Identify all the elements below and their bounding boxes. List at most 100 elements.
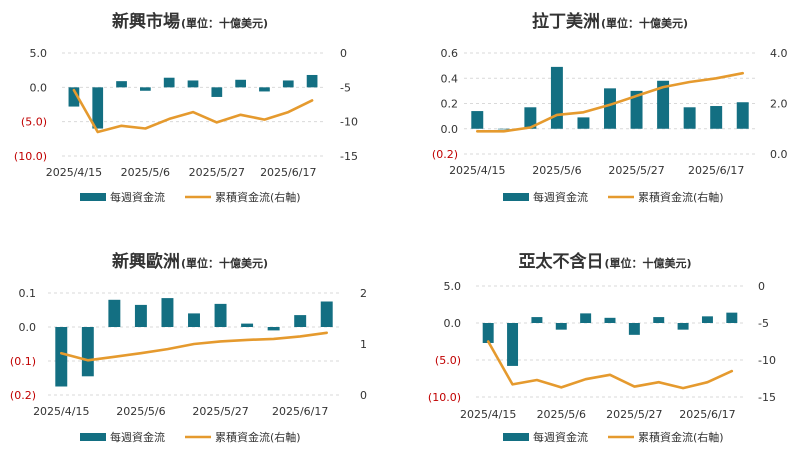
- chart-panel-1: 新興市場(單位：十億美元) 5.0 0.0 (5.0) (10.0) 0 -5 -10 -15 2…: [14, 11, 358, 204]
- weekly-flow-bar: [214, 303, 227, 327]
- weekly-flow-bar: [657, 80, 670, 129]
- weekly-flow-bar: [163, 77, 175, 88]
- weekly-flow-bar: [92, 87, 104, 129]
- left-axis-tick-label: 5.0: [30, 47, 48, 60]
- x-axis-tick-label: 2025/5/6: [116, 405, 165, 418]
- left-axis-tick-label: (10.0): [14, 150, 47, 163]
- x-axis-tick-label: 2025/6/17: [688, 164, 744, 177]
- left-axis-tick-label: 0.2: [441, 98, 459, 111]
- weekly-flow-bar: [161, 298, 174, 327]
- x-axis-tick-label: 2025/6/17: [679, 408, 735, 421]
- chart-title: 新興市場(單位：十億美元): [112, 11, 268, 32]
- x-axis-tick-label: 2025/4/15: [33, 405, 89, 418]
- weekly-flow-bar: [604, 317, 616, 323]
- legend-bar-label: 每週資金流: [533, 430, 588, 444]
- legend-line-label: 累積資金流(右軸): [215, 430, 301, 444]
- chart-legend: 每週資金流 累積資金流(右軸): [503, 430, 724, 444]
- chart-legend: 每週資金流 累積資金流(右軸): [503, 190, 724, 204]
- x-axis-tick-label: 2025/5/27: [606, 408, 662, 421]
- x-axis-tick-label: 2025/4/15: [46, 166, 102, 179]
- legend-line-label: 累積資金流(右軸): [638, 190, 724, 204]
- weekly-flow-bar: [116, 81, 127, 88]
- right-axis-tick-label: 2: [360, 287, 367, 300]
- right-axis-tick-label: -5: [758, 317, 769, 330]
- weekly-flow-bar: [306, 74, 318, 88]
- legend-bar-label: 每週資金流: [110, 430, 165, 444]
- left-axis-tick-label: (0.2): [10, 389, 36, 402]
- weekly-flow-bar: [550, 66, 563, 129]
- x-axis-tick-label: 2025/6/17: [260, 166, 316, 179]
- right-axis-tick-label: -15: [340, 150, 358, 163]
- left-axis-tick-label: 0.1: [19, 287, 37, 300]
- x-axis-tick-label: 2025/5/27: [192, 405, 248, 418]
- right-axis-tick-label: 1: [360, 338, 367, 351]
- weekly-flow-bar: [726, 312, 738, 323]
- legend-line-label: 累積資金流(右軸): [215, 190, 301, 204]
- cumulative-flow-line: [72, 88, 314, 134]
- weekly-flow-bar: [68, 87, 80, 107]
- weekly-flow-bar: [241, 323, 254, 327]
- legend-bar-swatch: [80, 433, 106, 441]
- legend-bar-swatch: [80, 193, 106, 201]
- chart-title: 新興歐洲(單位：十億美元): [112, 251, 268, 272]
- left-axis-tick-label: (5.0): [21, 116, 47, 129]
- right-axis-tick-label: 2.0: [770, 98, 788, 111]
- left-axis-tick-label: (10.0): [428, 391, 461, 404]
- chart-legend: 每週資金流 累積資金流(右軸): [80, 430, 301, 444]
- x-axis-tick-label: 2025/5/6: [532, 164, 581, 177]
- weekly-flow-bar: [577, 117, 590, 129]
- left-axis-tick-label: (0.2): [432, 148, 458, 161]
- weekly-flow-bar: [81, 327, 94, 377]
- weekly-flow-bar: [604, 88, 616, 129]
- legend-bar-swatch: [503, 193, 529, 201]
- x-axis-tick-label: 2025/5/6: [537, 408, 586, 421]
- legend-bar-label: 每週資金流: [110, 190, 165, 204]
- weekly-flow-bar: [555, 323, 567, 330]
- weekly-flow-bar: [211, 87, 223, 97]
- legend-bar-swatch: [503, 433, 529, 441]
- weekly-flow-bar: [140, 87, 151, 91]
- weekly-flow-bar: [580, 313, 592, 323]
- left-axis-tick-label: 0.4: [441, 72, 459, 85]
- weekly-flow-bar: [710, 106, 723, 129]
- right-axis-tick-label: 4.0: [770, 47, 788, 60]
- right-axis-tick-label: 0: [360, 389, 367, 402]
- weekly-flow-bar: [482, 323, 494, 343]
- weekly-flow-bar: [108, 299, 121, 327]
- weekly-flow-bar: [294, 315, 307, 327]
- left-axis-tick-label: (5.0): [435, 354, 461, 367]
- legend-bar-label: 每週資金流: [533, 190, 588, 204]
- chart-legend: 每週資金流 累積資金流(右軸): [80, 190, 301, 204]
- weekly-flow-bar: [507, 323, 519, 366]
- weekly-flow-bar: [630, 90, 643, 129]
- left-axis-tick-label: 5.0: [444, 280, 462, 293]
- left-axis-tick-label: 0.6: [441, 47, 459, 60]
- weekly-flow-bar: [134, 304, 147, 327]
- cumulative-flow-line: [475, 71, 745, 133]
- weekly-flow-bar: [701, 316, 713, 323]
- x-axis-tick-label: 2025/5/27: [608, 164, 664, 177]
- weekly-flow-bar: [235, 79, 246, 88]
- weekly-flow-bar: [524, 107, 537, 129]
- weekly-flow-bar: [187, 80, 199, 88]
- right-axis-tick-label: -5: [340, 81, 351, 94]
- weekly-flow-bar: [736, 102, 749, 129]
- weekly-flow-bar: [677, 323, 689, 330]
- weekly-flow-bar: [282, 80, 294, 88]
- chart-title: 拉丁美洲(單位：十億美元): [532, 11, 688, 32]
- x-axis-tick-label: 2025/4/15: [460, 408, 516, 421]
- weekly-flow-bar: [497, 128, 510, 130]
- chart-panel-4: 亞太不含日(單位：十億美元) 5.0 0.0 (5.0) (10.0) 0 -5 -10 -15…: [428, 251, 776, 444]
- chart-panel-3: 新興歐洲(單位：十億美元) 0.1 0.0 (0.1) (0.2) 2 1 0 2025/4/1…: [10, 251, 367, 444]
- x-axis-tick-label: 2025/5/27: [189, 166, 245, 179]
- weekly-flow-bar: [471, 111, 484, 129]
- weekly-flow-bar: [628, 323, 640, 335]
- cumulative-flow-line: [59, 331, 329, 362]
- x-axis-tick-label: 2025/4/15: [449, 164, 505, 177]
- weekly-flow-bar: [267, 327, 280, 331]
- left-axis-tick-label: 0.0: [441, 123, 459, 136]
- weekly-flow-bar: [320, 301, 333, 327]
- right-axis-tick-label: 0: [340, 47, 347, 60]
